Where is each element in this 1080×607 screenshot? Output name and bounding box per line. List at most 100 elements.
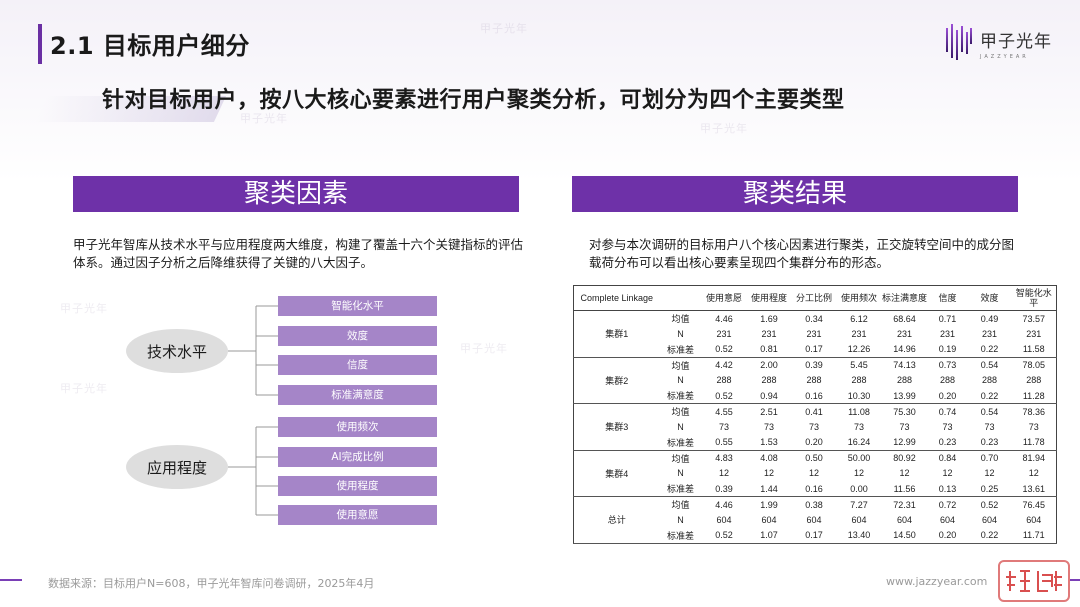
table-cell: 0.13 xyxy=(927,481,968,497)
table-cell: 0.17 xyxy=(791,527,837,544)
table-cell: 288 xyxy=(896,375,913,386)
table-cell: 0.52 xyxy=(701,341,747,358)
table-header-cell: 智能化水平 xyxy=(1011,285,1057,311)
table-cell: 11.56 xyxy=(881,481,928,497)
table-cell: 78.05 xyxy=(1022,360,1046,370)
table-cell: 1.99 xyxy=(760,499,778,510)
table-cell: 288 xyxy=(1026,375,1042,386)
table-cell: 604 xyxy=(981,514,998,525)
stat-label-cell: 均值 xyxy=(671,407,690,417)
table-cell: 4.42 xyxy=(715,360,733,370)
table-cell: 288 xyxy=(939,375,956,386)
footer-accent-line xyxy=(0,579,22,581)
table-cell: 0.23 xyxy=(927,434,968,451)
table-cell: 288 xyxy=(761,375,777,386)
table-cell: 0.23 xyxy=(967,434,1012,451)
table-cell: 72.31 xyxy=(893,499,916,510)
left-description: 甲子光年智库从技术水平与应用程度两大维度，构建了覆盖十六个关键指标的评估体系。通… xyxy=(73,237,524,270)
table-header-cell: 分工比例 xyxy=(791,285,837,311)
table-header-cell: 使用频次 xyxy=(836,285,882,311)
table-cell: 0.49 xyxy=(980,313,999,324)
table-cell: 7.27 xyxy=(850,499,868,510)
right-section-title: 聚类结果 xyxy=(572,176,1018,212)
table-cell: 4.55 xyxy=(715,406,733,417)
table-cell: 0.20 xyxy=(927,527,968,544)
table-cell: 12.99 xyxy=(881,434,928,451)
table-row: 标准差 0.52 0.94 0.16 10.30 13.99 0.20 0.22 11.28 xyxy=(574,388,1057,404)
headline: 针对目标用户，按八大核心要素进行用户聚类分析，可划分为四个主要类型 xyxy=(102,88,845,113)
group-application-level: 应用程度 xyxy=(126,445,228,489)
table-cell: 0.22 xyxy=(967,527,1012,544)
table-cell: 0.84 xyxy=(938,453,957,463)
table-cell: 74.13 xyxy=(893,360,916,370)
table-cell: 604 xyxy=(939,514,956,525)
stat-label-cell: N xyxy=(677,514,684,525)
table-header-cell xyxy=(659,285,702,311)
table-cell: 0.25 xyxy=(967,481,1012,497)
table-cell: 604 xyxy=(1026,514,1042,525)
table-cell: 604 xyxy=(716,514,732,525)
table-header-cell: 使用意愿 xyxy=(701,285,747,311)
stat-label-cell: N xyxy=(677,375,684,386)
website-link[interactable]: www.jazzyear.com xyxy=(886,575,988,588)
seal-stamp-icon xyxy=(998,560,1070,602)
table-row: N 604 604 604 604 604 604 604 604 xyxy=(574,512,1057,528)
factor-item: 效度 xyxy=(278,326,437,346)
table-row: N 231 231 231 231 231 231 231 231 xyxy=(574,326,1057,342)
table-cell: 1.44 xyxy=(746,481,792,497)
table-cell: 12 xyxy=(1028,468,1039,479)
cluster-name-cell: 集群3 xyxy=(573,403,660,451)
table-cell: 75.30 xyxy=(893,406,916,417)
table-cell: 604 xyxy=(851,514,867,525)
factor-item: AI完成比例 xyxy=(278,447,437,467)
table-cell: 11.58 xyxy=(1011,341,1057,358)
table-cell: 12 xyxy=(853,468,864,479)
table-cell: 6.12 xyxy=(850,313,868,324)
table-cell: 73 xyxy=(899,421,910,432)
table-cell: 0.17 xyxy=(791,341,837,358)
table-cell: 12 xyxy=(763,468,774,479)
watermark: 甲子光年 xyxy=(60,382,108,395)
table-row: 集群4 均值 4.83 4.08 0.50 50.00 80.92 0.84 0.70 81.94 xyxy=(573,450,1057,497)
table-cell: 231 xyxy=(851,328,867,339)
table-header-row: Complete Linkage 使用意愿 使用程度 分工比例 使用频次 标注满… xyxy=(573,285,1057,311)
table-cell: 1.53 xyxy=(746,434,792,451)
stat-label-cell: 均值 xyxy=(671,314,690,324)
table-cell: 12 xyxy=(808,468,819,479)
table-cell: 12 xyxy=(718,468,729,479)
cluster-name-cell: 集群4 xyxy=(573,450,660,497)
cluster-name-cell: 集群1 xyxy=(573,310,660,358)
table-cell: 604 xyxy=(806,514,822,525)
table-cell: 50.00 xyxy=(847,453,871,463)
stat-label-cell: 标准差 xyxy=(659,434,702,451)
table-cell: 0.54 xyxy=(980,406,999,417)
table-cell: 73 xyxy=(763,421,774,432)
table-cell: 81.94 xyxy=(1022,453,1046,463)
table-cell: 73 xyxy=(984,421,995,432)
table-cell: 11.28 xyxy=(1011,388,1057,404)
table-cell: 73 xyxy=(942,421,953,432)
table-cell: 73 xyxy=(1028,421,1039,432)
table-cell: 4.08 xyxy=(760,453,778,463)
table-cell: 73 xyxy=(808,421,819,432)
table-cell: 0.71 xyxy=(938,313,957,324)
table-cell: 14.50 xyxy=(881,527,928,544)
stat-label-cell: N xyxy=(677,468,684,479)
table-row: 总计 均值 4.46 1.99 0.38 7.27 72.31 0.72 0.52 76.45 xyxy=(573,496,1057,544)
table-cell: 73 xyxy=(718,421,729,432)
stat-label-cell: 标准差 xyxy=(659,481,702,497)
table-cell: 231 xyxy=(716,328,732,339)
table-cell: 2.51 xyxy=(760,406,778,417)
logo-name-cn: 甲子光年 xyxy=(980,31,1052,52)
group-technical-level: 技术水平 xyxy=(126,329,228,373)
jazzyear-logo-icon xyxy=(946,24,972,60)
table-cell: 0.55 xyxy=(701,434,747,451)
table-cell: 12 xyxy=(984,468,995,479)
table-cell: 0.41 xyxy=(805,406,823,417)
table-body: 集群1 均值 4.46 1.69 0.34 6.12 68.64 0.71 0.49 73.57 N… xyxy=(573,310,1057,544)
table-cell: 0.20 xyxy=(791,434,837,451)
cluster-name-cell: 集群2 xyxy=(573,357,660,404)
factor-item: 使用频次 xyxy=(278,417,437,437)
table-cell: 0.72 xyxy=(938,499,957,510)
table-row: N 12 12 12 12 12 12 12 12 xyxy=(574,466,1057,482)
